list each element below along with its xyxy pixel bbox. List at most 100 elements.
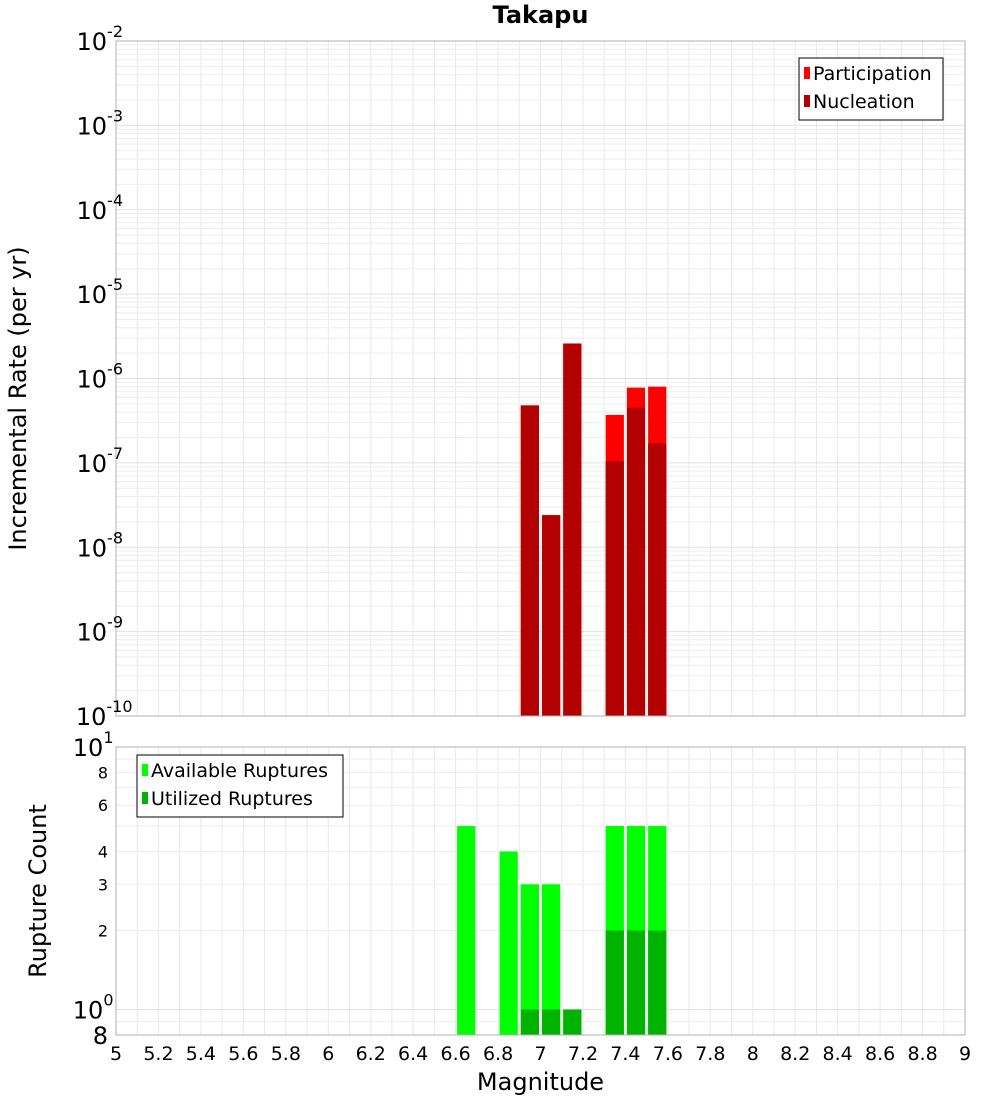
count-y-tick-label: 4 bbox=[98, 842, 108, 861]
count-bar-series2 bbox=[563, 1009, 582, 1035]
x-tick-label: 7.6 bbox=[653, 1043, 683, 1065]
rate-y-tick-exponent: -6 bbox=[107, 360, 123, 379]
rate-bar-series2 bbox=[520, 405, 539, 716]
rate-y-tick-exponent: -3 bbox=[107, 106, 123, 125]
x-axis-title: Magnitude bbox=[477, 1068, 604, 1096]
count-legend-label: Utilized Ruptures bbox=[151, 788, 313, 810]
count-bar-series2 bbox=[626, 930, 646, 1035]
count-bar-series1 bbox=[457, 826, 476, 1035]
count-bar-series2 bbox=[520, 1009, 539, 1035]
rate-y-tick-label: 10-7 bbox=[77, 444, 124, 478]
count-bar-series1 bbox=[520, 884, 539, 1035]
rate-legend-label: Nucleation bbox=[813, 91, 915, 113]
rate-y-tick-base: 10 bbox=[77, 197, 108, 225]
count-legend-box bbox=[136, 754, 344, 818]
rate-y-axis-title: Incremental Rate (per yr) bbox=[4, 246, 32, 550]
rate-y-tick-base: 10 bbox=[77, 534, 108, 562]
count-grid bbox=[115, 746, 966, 1036]
rate-y-tick-exponent: -9 bbox=[107, 613, 123, 632]
x-ticks: 5 5.2 5.4 5.6 5.8 6 6.2 6.4 6.6 6.8 7 7.2 7.4 7.6 7.8 8… bbox=[110, 1043, 971, 1065]
x-tick-label: 8 bbox=[747, 1043, 759, 1065]
rate-bar-series2 bbox=[605, 461, 624, 716]
rate-y-tick-exponent: -8 bbox=[107, 528, 123, 547]
x-tick-label: 6.4 bbox=[398, 1043, 428, 1065]
x-tick-label: 8.4 bbox=[823, 1043, 853, 1065]
rate-y-tick-label: 10-2 bbox=[77, 22, 124, 56]
x-tick-label: 8.2 bbox=[780, 1043, 810, 1065]
rate-plot-frame bbox=[115, 40, 966, 717]
x-tick-label: 6.6 bbox=[440, 1043, 470, 1065]
count-bar-series2 bbox=[648, 930, 667, 1035]
x-tick-label: 8.6 bbox=[865, 1043, 895, 1065]
rate-y-tick-base: 10 bbox=[77, 450, 108, 478]
rate-y-tick-label: 10-9 bbox=[77, 613, 124, 647]
count-y-tick-label: 101 bbox=[73, 728, 114, 762]
rate-legend-label: Participation bbox=[813, 63, 932, 85]
count-legend: Available Ruptures Utilized Ruptures bbox=[136, 754, 344, 818]
count-legend-swatch bbox=[142, 764, 148, 776]
x-tick-label: 5.8 bbox=[271, 1043, 301, 1065]
rate-y-tick-label: 10-4 bbox=[77, 191, 124, 225]
count-y-tick-exponent: 0 bbox=[103, 991, 113, 1010]
count-bar-series1 bbox=[542, 884, 561, 1035]
rate-y-tick-label: 10-10 bbox=[76, 697, 133, 731]
x-tick-label: 5.4 bbox=[186, 1043, 216, 1065]
x-tick-label: 6.8 bbox=[483, 1043, 513, 1065]
count-y-axis-title: Rupture Count bbox=[24, 804, 52, 978]
rate-y-tick-base: 10 bbox=[77, 28, 108, 56]
count-y-tick-label: 100 bbox=[73, 991, 114, 1025]
rate-y-tick-label: 10-3 bbox=[77, 106, 124, 140]
rate-y-tick-label: 10-6 bbox=[77, 360, 124, 394]
rate-y-tick-base: 10 bbox=[77, 619, 108, 647]
count-y-tick-base: 10 bbox=[73, 734, 104, 762]
x-tick-label: 6 bbox=[322, 1043, 334, 1065]
rate-panel: 10-1010-910-810-710-610-510-410-310-2Par… bbox=[76, 22, 966, 731]
x-tick-label: 8.8 bbox=[907, 1043, 937, 1065]
x-tick-label: 5.2 bbox=[143, 1043, 173, 1065]
count-bar-series1 bbox=[499, 851, 518, 1035]
chart-title: Takapu bbox=[493, 1, 589, 29]
count-y-tick-base: 10 bbox=[73, 997, 104, 1025]
rate-legend-swatch bbox=[804, 67, 810, 79]
count-y-tick-label: 8 bbox=[93, 1022, 108, 1050]
rate-y-tick-exponent: -2 bbox=[107, 22, 123, 41]
rate-legend: Participation Nucleation bbox=[798, 57, 944, 121]
rate-y-tick-base: 10 bbox=[77, 366, 108, 394]
rate-bar-series2 bbox=[542, 515, 561, 716]
count-plot-frame bbox=[115, 746, 966, 1036]
count-y-tick-label: 6 bbox=[98, 796, 108, 815]
rate-legend-box bbox=[798, 57, 944, 121]
x-tick-label: 7.8 bbox=[695, 1043, 725, 1065]
count-y-tick-label: 8 bbox=[98, 763, 108, 782]
rate-y-tick-exponent: -10 bbox=[106, 697, 132, 716]
rate-bars bbox=[520, 343, 667, 716]
x-tick-label: 6.2 bbox=[356, 1043, 386, 1065]
rate-bar-series2 bbox=[626, 407, 646, 716]
rate-y-tick-label: 10-8 bbox=[77, 528, 124, 562]
rate-y-tick-base: 10 bbox=[77, 281, 108, 309]
count-y-tick-exponent: 1 bbox=[103, 728, 113, 747]
x-tick-label: 9 bbox=[959, 1043, 971, 1065]
x-tick-label: 7.2 bbox=[568, 1043, 598, 1065]
count-y-tick-label: 3 bbox=[98, 875, 108, 894]
rate-legend-swatch bbox=[804, 95, 810, 107]
rate-y-tick-base: 10 bbox=[76, 703, 107, 731]
rate-y-tick-exponent: -7 bbox=[107, 444, 123, 463]
count-bar-series2 bbox=[605, 930, 624, 1035]
count-bar-series2 bbox=[542, 1009, 561, 1035]
rate-bar-series2 bbox=[563, 343, 582, 716]
x-tick-label: 5 bbox=[110, 1043, 122, 1065]
x-tick-label: 7 bbox=[534, 1043, 546, 1065]
rate-y-tick-base: 10 bbox=[77, 112, 108, 140]
rate-grid bbox=[115, 40, 966, 717]
rate-y-tick-exponent: -4 bbox=[107, 191, 123, 210]
count-y-tick-label: 2 bbox=[98, 922, 108, 941]
rate-y-tick-label: 10-5 bbox=[77, 275, 124, 309]
rate-bar-series2 bbox=[648, 443, 667, 716]
count-legend-label: Available Ruptures bbox=[151, 760, 328, 782]
x-tick-label: 7.4 bbox=[610, 1043, 640, 1065]
